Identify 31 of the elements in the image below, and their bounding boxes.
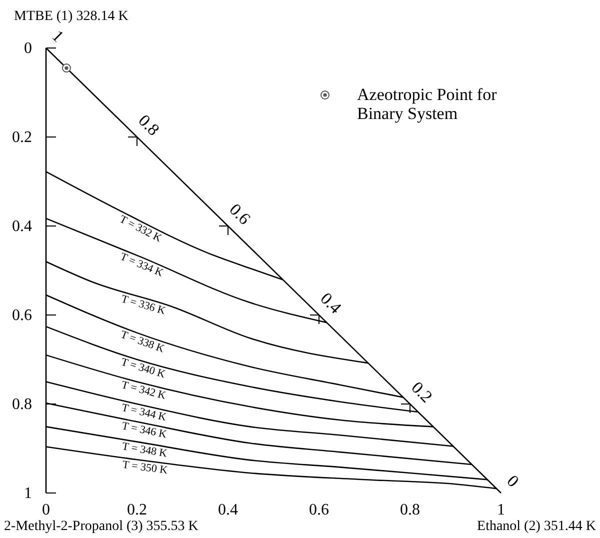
text: T = 350 K <box>122 458 168 477</box>
x-tick-label: 0.6 <box>309 501 329 518</box>
y-tick-label: 0.2 <box>12 129 32 146</box>
annotation: 0 <box>503 471 523 491</box>
y-tick-label: 0.8 <box>12 396 32 414</box>
annotation: 0.2 <box>408 378 436 406</box>
text: T = 342 K <box>120 379 168 402</box>
text: T = 334 K <box>118 250 165 280</box>
legend-label: Azeotropic Point for Binary System <box>357 85 498 123</box>
y-tick-label: 0.4 <box>12 218 32 236</box>
annotation: 1 <box>48 26 68 46</box>
text: T = 332 K <box>117 213 164 245</box>
x-axis-title: Ethanol (2) 351.44 K <box>477 519 596 534</box>
x-tick-label: 0.4 <box>218 501 238 518</box>
x-tick-label: 1 <box>497 501 505 518</box>
y-tick-label: 1 <box>24 485 32 502</box>
y-tick-label: 0 <box>24 40 32 58</box>
x-tick-label: 0 <box>42 501 50 518</box>
annotation: 0.4 <box>316 288 346 318</box>
y-tick-label: 0.6 <box>12 307 32 324</box>
annotation: 0.8 <box>134 110 164 140</box>
text: T = 336 K <box>120 293 167 318</box>
text: 2-Methyl-2-Propanol (3) 355.53 K <box>4 519 198 534</box>
annotation: 0.6 <box>226 200 254 228</box>
x-tick-label: 0.8 <box>400 501 420 518</box>
text: T = 348 K <box>121 440 168 460</box>
text: T = 338 K <box>118 328 166 356</box>
text: T = 346 K <box>120 420 168 441</box>
y-axis-title: MTBE (1) 328.14 K <box>14 9 128 24</box>
text: T = 340 K <box>120 356 167 381</box>
x-tick-label: 0.2 <box>127 501 147 518</box>
